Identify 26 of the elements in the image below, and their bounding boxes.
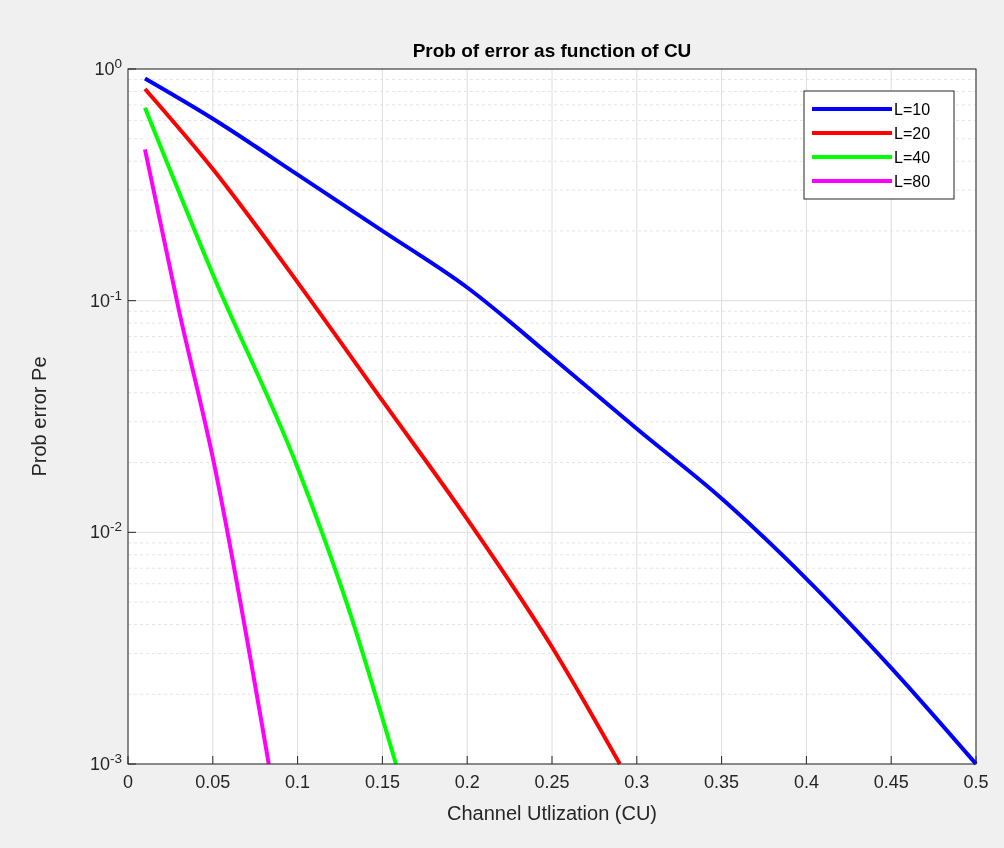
- legend-label: L=80: [894, 173, 931, 190]
- x-tick-label: 0.25: [534, 772, 570, 792]
- x-tick-label: 0.45: [873, 772, 909, 792]
- legend-label: L=20: [894, 125, 931, 142]
- y-axis-title: Prob error Pe: [28, 356, 50, 477]
- line-series: [142, 105, 398, 766]
- chart-title: Prob of error as function of CU: [412, 40, 692, 61]
- x-tick-label: 0.05: [195, 772, 231, 792]
- line-series: [142, 147, 271, 766]
- x-tick-label: 0.15: [364, 772, 400, 792]
- y-tick-label: 10$^{-2}$: [89, 518, 122, 543]
- x-tick-label: 0.4: [793, 772, 819, 792]
- x-tick-label: 0.3: [624, 772, 650, 792]
- x-tick-label: 0.35: [704, 772, 740, 792]
- x-tick-label: 0.1: [285, 772, 311, 792]
- legend-label: L=40: [894, 149, 931, 166]
- legend-label: L=10: [894, 101, 931, 118]
- x-tick-label: 0.5: [963, 772, 989, 792]
- y-tick-label: 10$^{0}$: [94, 55, 122, 79]
- y-tick-label: 10$^{-1}$: [89, 287, 122, 311]
- y-tick-label: 10$^{-3}$: [89, 750, 122, 774]
- x-tick-label: 0.2: [454, 772, 480, 792]
- line-series: [142, 86, 622, 766]
- x-axis-title: Channel Utlization (CU): [446, 802, 658, 824]
- x-tick-label: 0: [122, 772, 134, 792]
- line-series: [142, 76, 978, 766]
